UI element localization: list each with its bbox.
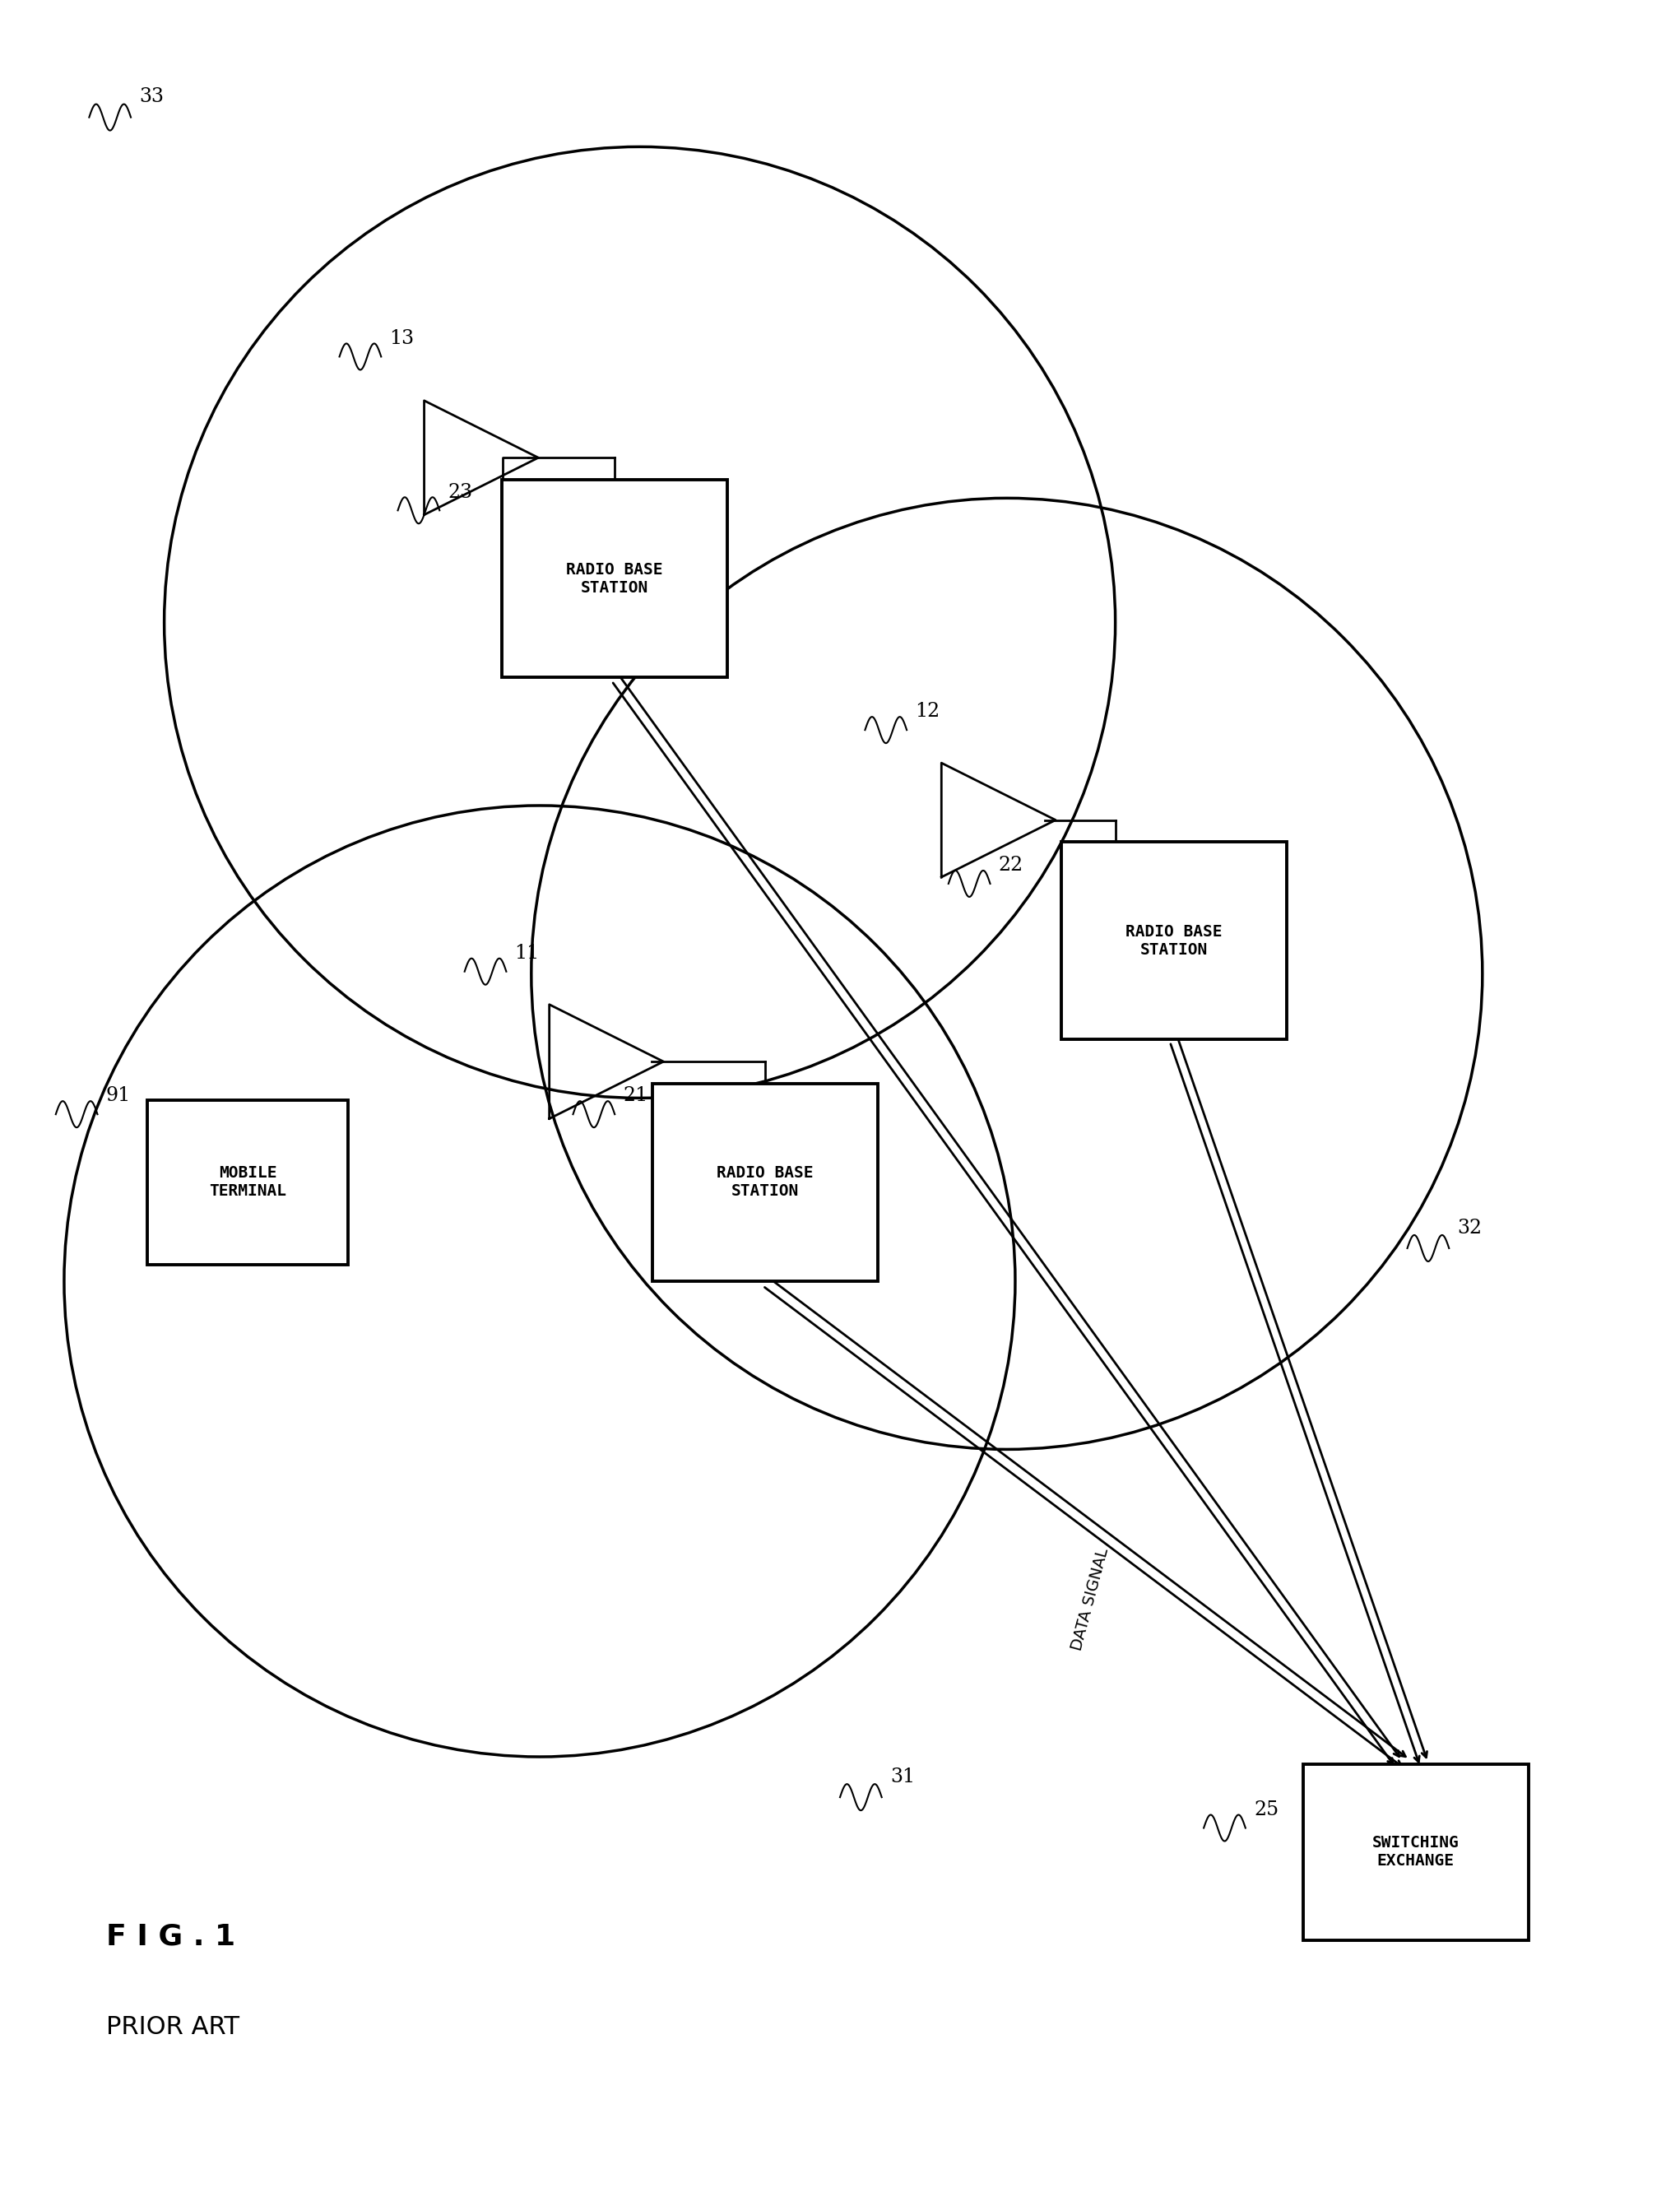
Text: 13: 13 [390,329,415,347]
Text: 11: 11 [514,944,539,962]
Text: DATA SIGNAL: DATA SIGNAL [1068,1545,1112,1652]
Text: 22: 22 [998,856,1023,876]
Text: 12: 12 [916,703,941,721]
Text: 25: 25 [1253,1800,1278,1820]
Text: SWITCHING
EXCHANGE: SWITCHING EXCHANGE [1373,1835,1460,1868]
Text: RADIO BASE
STATION: RADIO BASE STATION [1126,924,1221,957]
Text: 21: 21 [623,1086,648,1106]
Text: 33: 33 [139,88,165,106]
Text: RADIO BASE
STATION: RADIO BASE STATION [717,1165,813,1198]
Text: 32: 32 [1457,1218,1482,1238]
Text: MOBILE
TERMINAL: MOBILE TERMINAL [208,1165,286,1198]
Text: PRIOR ART: PRIOR ART [106,2014,239,2039]
Text: 91: 91 [106,1086,131,1106]
Text: 23: 23 [449,482,472,502]
Text: RADIO BASE
STATION: RADIO BASE STATION [566,562,664,595]
Bar [502,480,727,677]
Bar [1304,1764,1529,1939]
Text: 31: 31 [890,1767,916,1786]
Text: F I G . 1: F I G . 1 [106,1924,235,1950]
Bar [652,1083,877,1280]
Bar [1062,842,1287,1039]
Bar [148,1101,348,1265]
